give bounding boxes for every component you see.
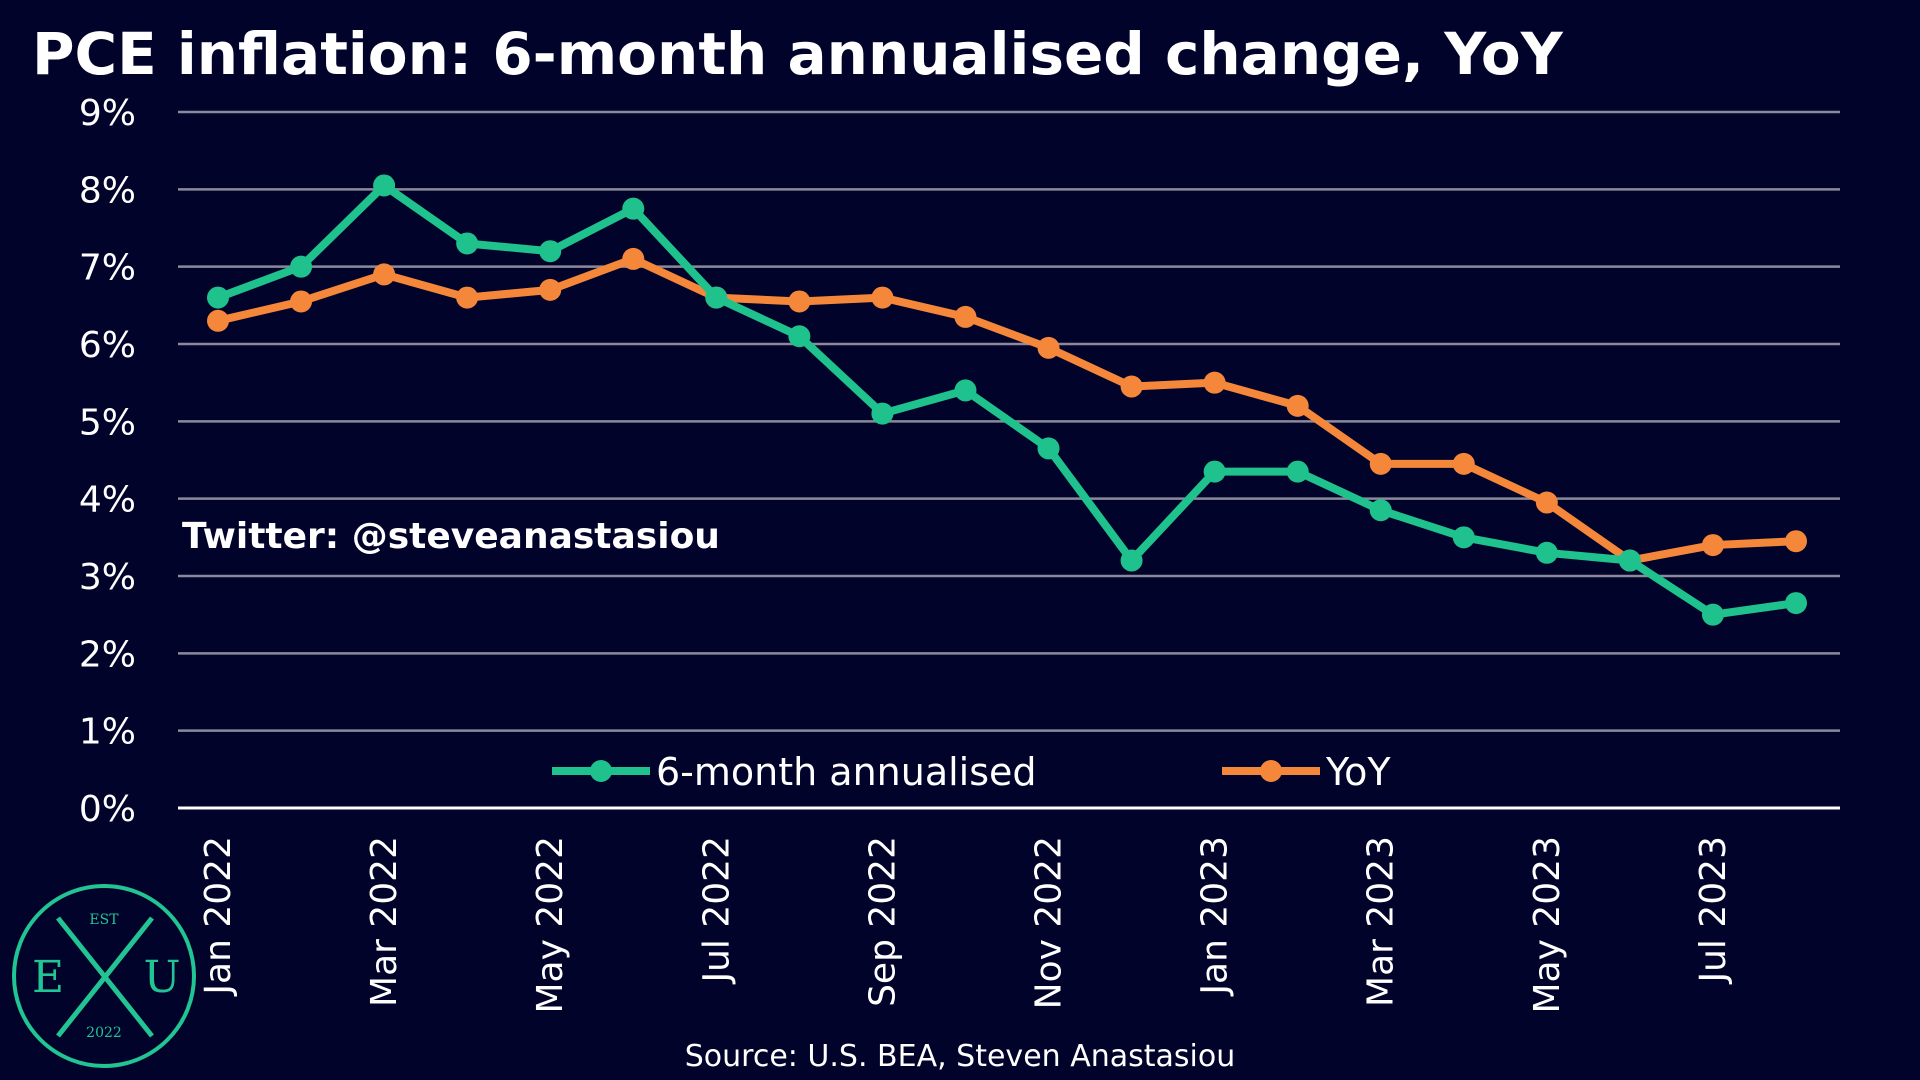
y-tick-label: 0% (79, 789, 136, 830)
series-line (216, 181, 1797, 619)
data-point (1535, 491, 1558, 514)
logo-letter-u: U (143, 952, 180, 1003)
logo-cross-b (56, 916, 154, 1038)
data-point (539, 240, 562, 263)
logo-letter-e: E (32, 952, 64, 1003)
data-point (622, 197, 645, 220)
data-point (1203, 371, 1226, 394)
data-point (954, 305, 977, 328)
y-axis-ticks: 0% 1% 2% 3% 4% 5% 6% 7% 8% 9% (79, 93, 136, 830)
x-tick-label: Jul 2022 (696, 836, 737, 985)
exu-logo: EST E U 2022 (12, 884, 196, 1068)
data-point (1037, 437, 1060, 460)
x-tick-label: Jul 2023 (1693, 836, 1734, 985)
data-point (1286, 460, 1309, 483)
y-tick-label: 4% (79, 480, 136, 521)
legend-label: 6-month annualised (656, 750, 1037, 794)
logo-ring (12, 884, 196, 1068)
x-tick-label: May 2022 (530, 836, 571, 1014)
series-yoy (207, 247, 1807, 572)
twitter-watermark: Twitter: @steveanastasiou (182, 516, 720, 557)
data-point (207, 309, 229, 332)
x-tick-label: Nov 2022 (1029, 836, 1070, 1009)
series-lines (207, 174, 1807, 626)
data-point (1701, 534, 1724, 557)
data-point (871, 402, 894, 425)
x-tick-label: Jan 2022 (198, 836, 239, 997)
data-point (954, 379, 977, 402)
logo-year: 2022 (86, 1025, 122, 1041)
x-tick-label: Jan 2023 (1195, 836, 1236, 997)
data-point (871, 286, 894, 309)
series-line (217, 254, 1797, 565)
x-tick-label: Mar 2023 (1361, 836, 1402, 1007)
chart-title: PCE inflation: 6-month annualised change… (32, 20, 1564, 88)
data-point (1369, 499, 1392, 522)
data-point (539, 278, 562, 301)
y-tick-label: 1% (79, 712, 136, 753)
legend-swatch-marker (1260, 760, 1282, 782)
data-point (1120, 549, 1143, 572)
source-note: Source: U.S. BEA, Steven Anastasiou (685, 1039, 1235, 1074)
data-point (1618, 549, 1641, 572)
logo-est: EST (89, 912, 119, 928)
data-point (622, 247, 645, 270)
y-tick-label: 7% (79, 248, 136, 289)
y-tick-label: 3% (79, 557, 136, 598)
data-point (1452, 452, 1475, 475)
legend: 6-month annualised YoY (552, 750, 1391, 794)
x-tick-label: May 2023 (1527, 836, 1568, 1014)
data-point (1701, 603, 1724, 626)
data-point (1369, 452, 1392, 475)
data-point (1785, 592, 1807, 615)
x-axis-ticks: Jan 2022 Mar 2022 May 2022 Jul 2022 Sep 2022… (198, 836, 1734, 1014)
y-tick-label: 8% (79, 170, 136, 211)
data-point (1452, 526, 1475, 549)
y-tick-label: 2% (79, 634, 136, 675)
data-point (373, 263, 396, 286)
x-tick-label: Mar 2022 (364, 836, 405, 1007)
legend-label: YoY (1325, 750, 1391, 794)
data-point (290, 255, 313, 278)
legend-item: YoY (1222, 750, 1391, 794)
data-point (788, 290, 811, 313)
data-point (1037, 336, 1060, 359)
y-tick-label: 5% (79, 402, 136, 443)
data-point (290, 290, 313, 313)
y-tick-label: 9% (79, 93, 136, 134)
legend-swatch-marker (590, 760, 612, 782)
data-point (456, 232, 479, 255)
data-point (207, 286, 229, 309)
data-point (373, 174, 396, 197)
series-6-month-annualised (207, 174, 1807, 626)
data-point (1785, 530, 1807, 553)
data-point (1203, 460, 1226, 483)
data-point (1286, 394, 1309, 417)
legend-item: 6-month annualised (552, 750, 1037, 794)
y-tick-label: 6% (79, 325, 136, 366)
data-point (1120, 375, 1143, 398)
data-point (788, 325, 811, 348)
data-point (1535, 541, 1558, 564)
x-tick-label: Sep 2022 (862, 836, 903, 1007)
data-point (456, 286, 479, 309)
data-point (705, 286, 728, 309)
